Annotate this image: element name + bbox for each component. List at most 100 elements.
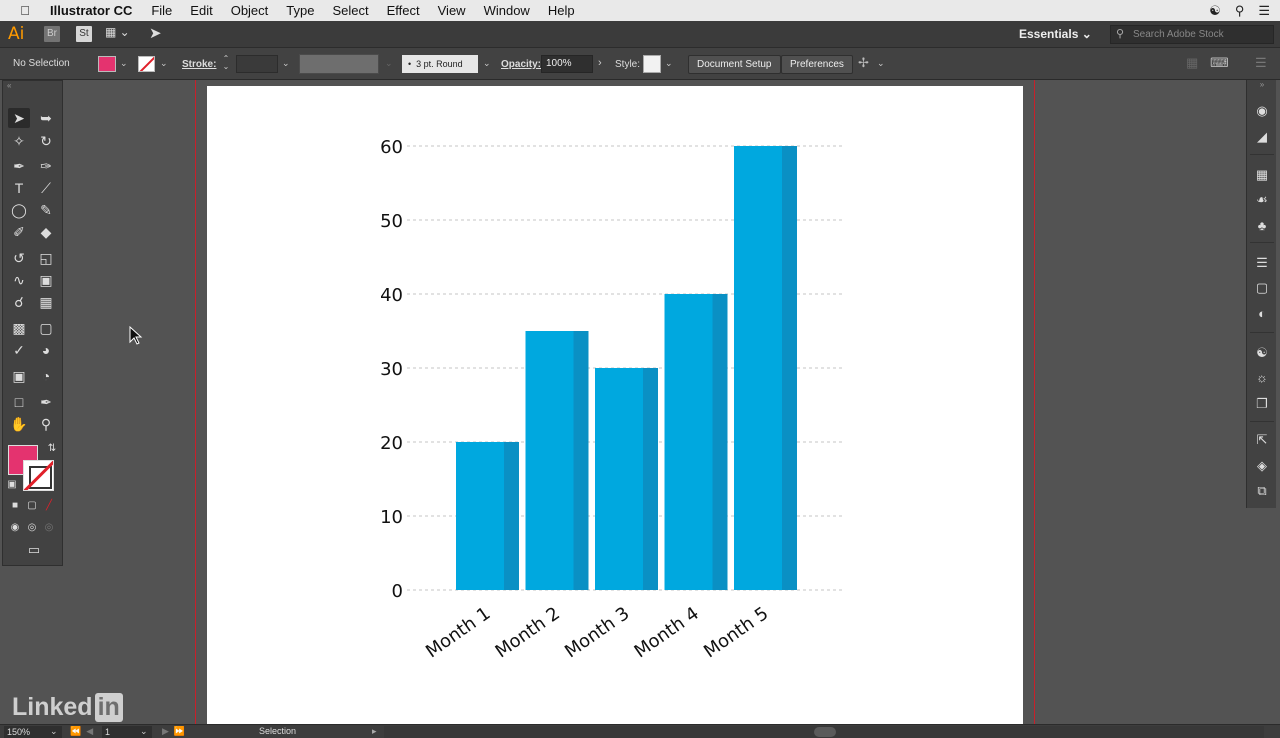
stroke-color-box[interactable] xyxy=(23,460,54,491)
stroke-color-swatch[interactable] xyxy=(138,56,155,72)
apple-icon[interactable]:  xyxy=(16,3,34,18)
selection-tool-icon[interactable]: ➤ xyxy=(8,108,30,128)
opacity-label[interactable]: Opacity: xyxy=(501,59,542,70)
curvature-tool-icon[interactable]: ✑ xyxy=(40,158,52,174)
pin-dropdown-icon[interactable]: ⌄ xyxy=(877,58,885,68)
blend-tool-icon[interactable]: ◕ xyxy=(41,342,51,358)
stock-search-input[interactable]: ⚲ Search Adobe Stock xyxy=(1110,25,1274,44)
gpu-performance-icon[interactable]: ➤ xyxy=(149,25,162,42)
fill-dropdown-icon[interactable]: ⌄ xyxy=(120,58,128,68)
variable-width-dropdown-icon[interactable]: ⌄ xyxy=(385,58,393,68)
none-mode-icon[interactable]: ╱ xyxy=(45,500,53,511)
menu-window[interactable]: Window xyxy=(483,3,530,18)
document-setup-button[interactable]: Document Setup xyxy=(688,55,781,74)
free-transform-tool-icon[interactable]: ▣ xyxy=(39,272,53,288)
magic-wand-tool-icon[interactable]: ✧ xyxy=(13,133,25,149)
transform-icon[interactable]: ⌨ xyxy=(1210,55,1229,70)
artboards-panel-icon[interactable]: ⧉ xyxy=(1257,483,1267,498)
arrange-documents-icon[interactable]: ▦ ⌄ xyxy=(105,25,130,39)
artboard-nav-next-icon[interactable]: ▶⏩ xyxy=(162,726,191,736)
gradient-tool-icon[interactable]: ▢ xyxy=(39,320,53,336)
menu-help[interactable]: Help xyxy=(547,3,575,18)
notification-center-icon[interactable]: ☰ xyxy=(1258,2,1270,18)
libraries-panel-icon[interactable]: ☯ xyxy=(1256,345,1268,360)
stroke-weight-dropdown-icon[interactable]: ⌄ xyxy=(282,58,290,68)
menu-edit[interactable]: Edit xyxy=(190,3,213,18)
scrollbar-thumb[interactable] xyxy=(814,727,836,737)
variable-width-profile[interactable] xyxy=(299,54,379,74)
align-icon[interactable]: ▦ xyxy=(1186,55,1199,70)
default-fill-stroke-icon[interactable]: ▣ xyxy=(7,479,17,490)
spotlight-search-icon[interactable]: ⚲ xyxy=(1234,2,1245,18)
menu-effect[interactable]: Effect xyxy=(386,3,420,18)
app-menu[interactable]: Illustrator CC xyxy=(50,3,133,18)
style-dropdown-icon[interactable]: ⌄ xyxy=(665,58,673,68)
stroke-label[interactable]: Stroke: xyxy=(182,59,217,70)
graphic-styles-panel-icon[interactable]: ❐ xyxy=(1256,396,1268,411)
menu-select[interactable]: Select xyxy=(332,3,369,18)
artboard-nav-prev-icon[interactable]: ⏪◀ xyxy=(70,726,99,736)
menu-file[interactable]: File xyxy=(151,3,173,18)
lasso-tool-icon[interactable]: ↻ xyxy=(40,133,52,149)
bridge-button[interactable]: Br xyxy=(44,26,60,42)
symbol-sprayer-tool-icon[interactable]: ▣ xyxy=(12,368,26,384)
swap-fill-stroke-icon[interactable]: ⇅ xyxy=(47,443,57,454)
artboard[interactable]: 0 10 20 30 40 50 60 Month 1 Month 2 Month 3 Month … xyxy=(207,86,1023,724)
status-menu-icon[interactable]: ▸ xyxy=(372,726,377,736)
appearance-panel-icon[interactable]: ☼ xyxy=(1256,370,1268,385)
layers-panel-icon[interactable]: ◈ xyxy=(1257,458,1267,473)
slice-tool-icon[interactable]: ✒ xyxy=(40,394,52,410)
stroke-panel-icon[interactable]: ☰ xyxy=(1256,255,1268,270)
brushes-panel-icon[interactable]: ☙ xyxy=(1256,192,1268,207)
export-panel-icon[interactable]: ⇱ xyxy=(1256,432,1268,447)
horizontal-scrollbar[interactable] xyxy=(384,726,1264,738)
menu-view[interactable]: View xyxy=(437,3,466,18)
type-tool-icon[interactable]: T xyxy=(14,180,24,196)
screen-mode-icon[interactable]: ▭ xyxy=(27,542,41,557)
stroke-dropdown-icon[interactable]: ⌄ xyxy=(160,58,168,68)
zoom-level-field[interactable]: 150% xyxy=(4,726,62,738)
draw-inside-icon[interactable]: ◎ xyxy=(44,522,54,533)
color-mode-icon[interactable]: ■ xyxy=(11,500,19,511)
draw-normal-icon[interactable]: ◉ xyxy=(10,522,20,533)
pen-tool-icon[interactable]: ✒ xyxy=(13,158,25,174)
hand-tool-icon[interactable]: ✋ xyxy=(10,416,28,432)
paintbrush-tool-icon[interactable]: ✎ xyxy=(40,202,52,218)
fill-color-swatch[interactable] xyxy=(98,56,116,72)
brush-definition[interactable]: • 3 pt. Round xyxy=(402,55,478,73)
zoom-tool-icon[interactable]: ⚲ xyxy=(40,416,52,432)
artboard-number-field[interactable]: 1 xyxy=(102,726,152,738)
brush-dropdown-icon[interactable]: ⌄ xyxy=(483,58,491,68)
ellipse-tool-icon[interactable]: ◯ xyxy=(11,202,27,218)
pin-icon[interactable]: ✢ xyxy=(858,55,869,70)
scale-tool-icon[interactable]: ◱ xyxy=(39,250,53,266)
eyedropper-tool-icon[interactable]: ✓ xyxy=(13,342,25,358)
zoom-dropdown-icon[interactable]: ⌄ xyxy=(50,726,58,736)
opacity-field[interactable]: 100% xyxy=(541,55,593,73)
shape-builder-tool-icon[interactable]: ☌ xyxy=(14,294,24,310)
direct-selection-tool-icon[interactable]: ➥ xyxy=(40,110,52,126)
workspace-switcher[interactable]: Essentials ⌄ xyxy=(1019,27,1092,41)
expand-panels-icon[interactable]: » xyxy=(1259,80,1265,89)
preferences-button[interactable]: Preferences xyxy=(781,55,853,74)
width-tool-icon[interactable]: ∿ xyxy=(13,272,25,288)
gradient-panel-icon[interactable]: ▢ xyxy=(1255,280,1269,295)
transparency-panel-icon[interactable]: ◐ xyxy=(1258,306,1266,321)
stroke-weight-stepper[interactable]: ⌃ ⌄ xyxy=(222,54,230,71)
collapse-toolbar-icon[interactable]: « xyxy=(7,81,12,90)
draw-behind-icon[interactable]: ◎ xyxy=(27,522,37,533)
menu-type[interactable]: Type xyxy=(286,3,315,18)
column-graph-tool-icon[interactable]: ◔ xyxy=(41,368,51,384)
graphic-style-swatch[interactable] xyxy=(643,55,661,73)
menu-object[interactable]: Object xyxy=(230,3,269,18)
stock-button[interactable]: St xyxy=(76,26,92,42)
creative-cloud-icon[interactable]: ☯ xyxy=(1209,2,1221,18)
stroke-weight-field[interactable] xyxy=(236,55,278,73)
swatches-panel-icon[interactable]: ▦ xyxy=(1255,167,1269,182)
artboard-tool-icon[interactable]: □ xyxy=(14,394,24,410)
eraser-tool-icon[interactable]: ◆ xyxy=(40,224,52,240)
symbols-panel-icon[interactable]: ♣ xyxy=(1257,218,1267,233)
shaper-tool-icon[interactable]: ✐ xyxy=(13,224,25,240)
line-segment-tool-icon[interactable]: ⟋ xyxy=(41,180,51,196)
